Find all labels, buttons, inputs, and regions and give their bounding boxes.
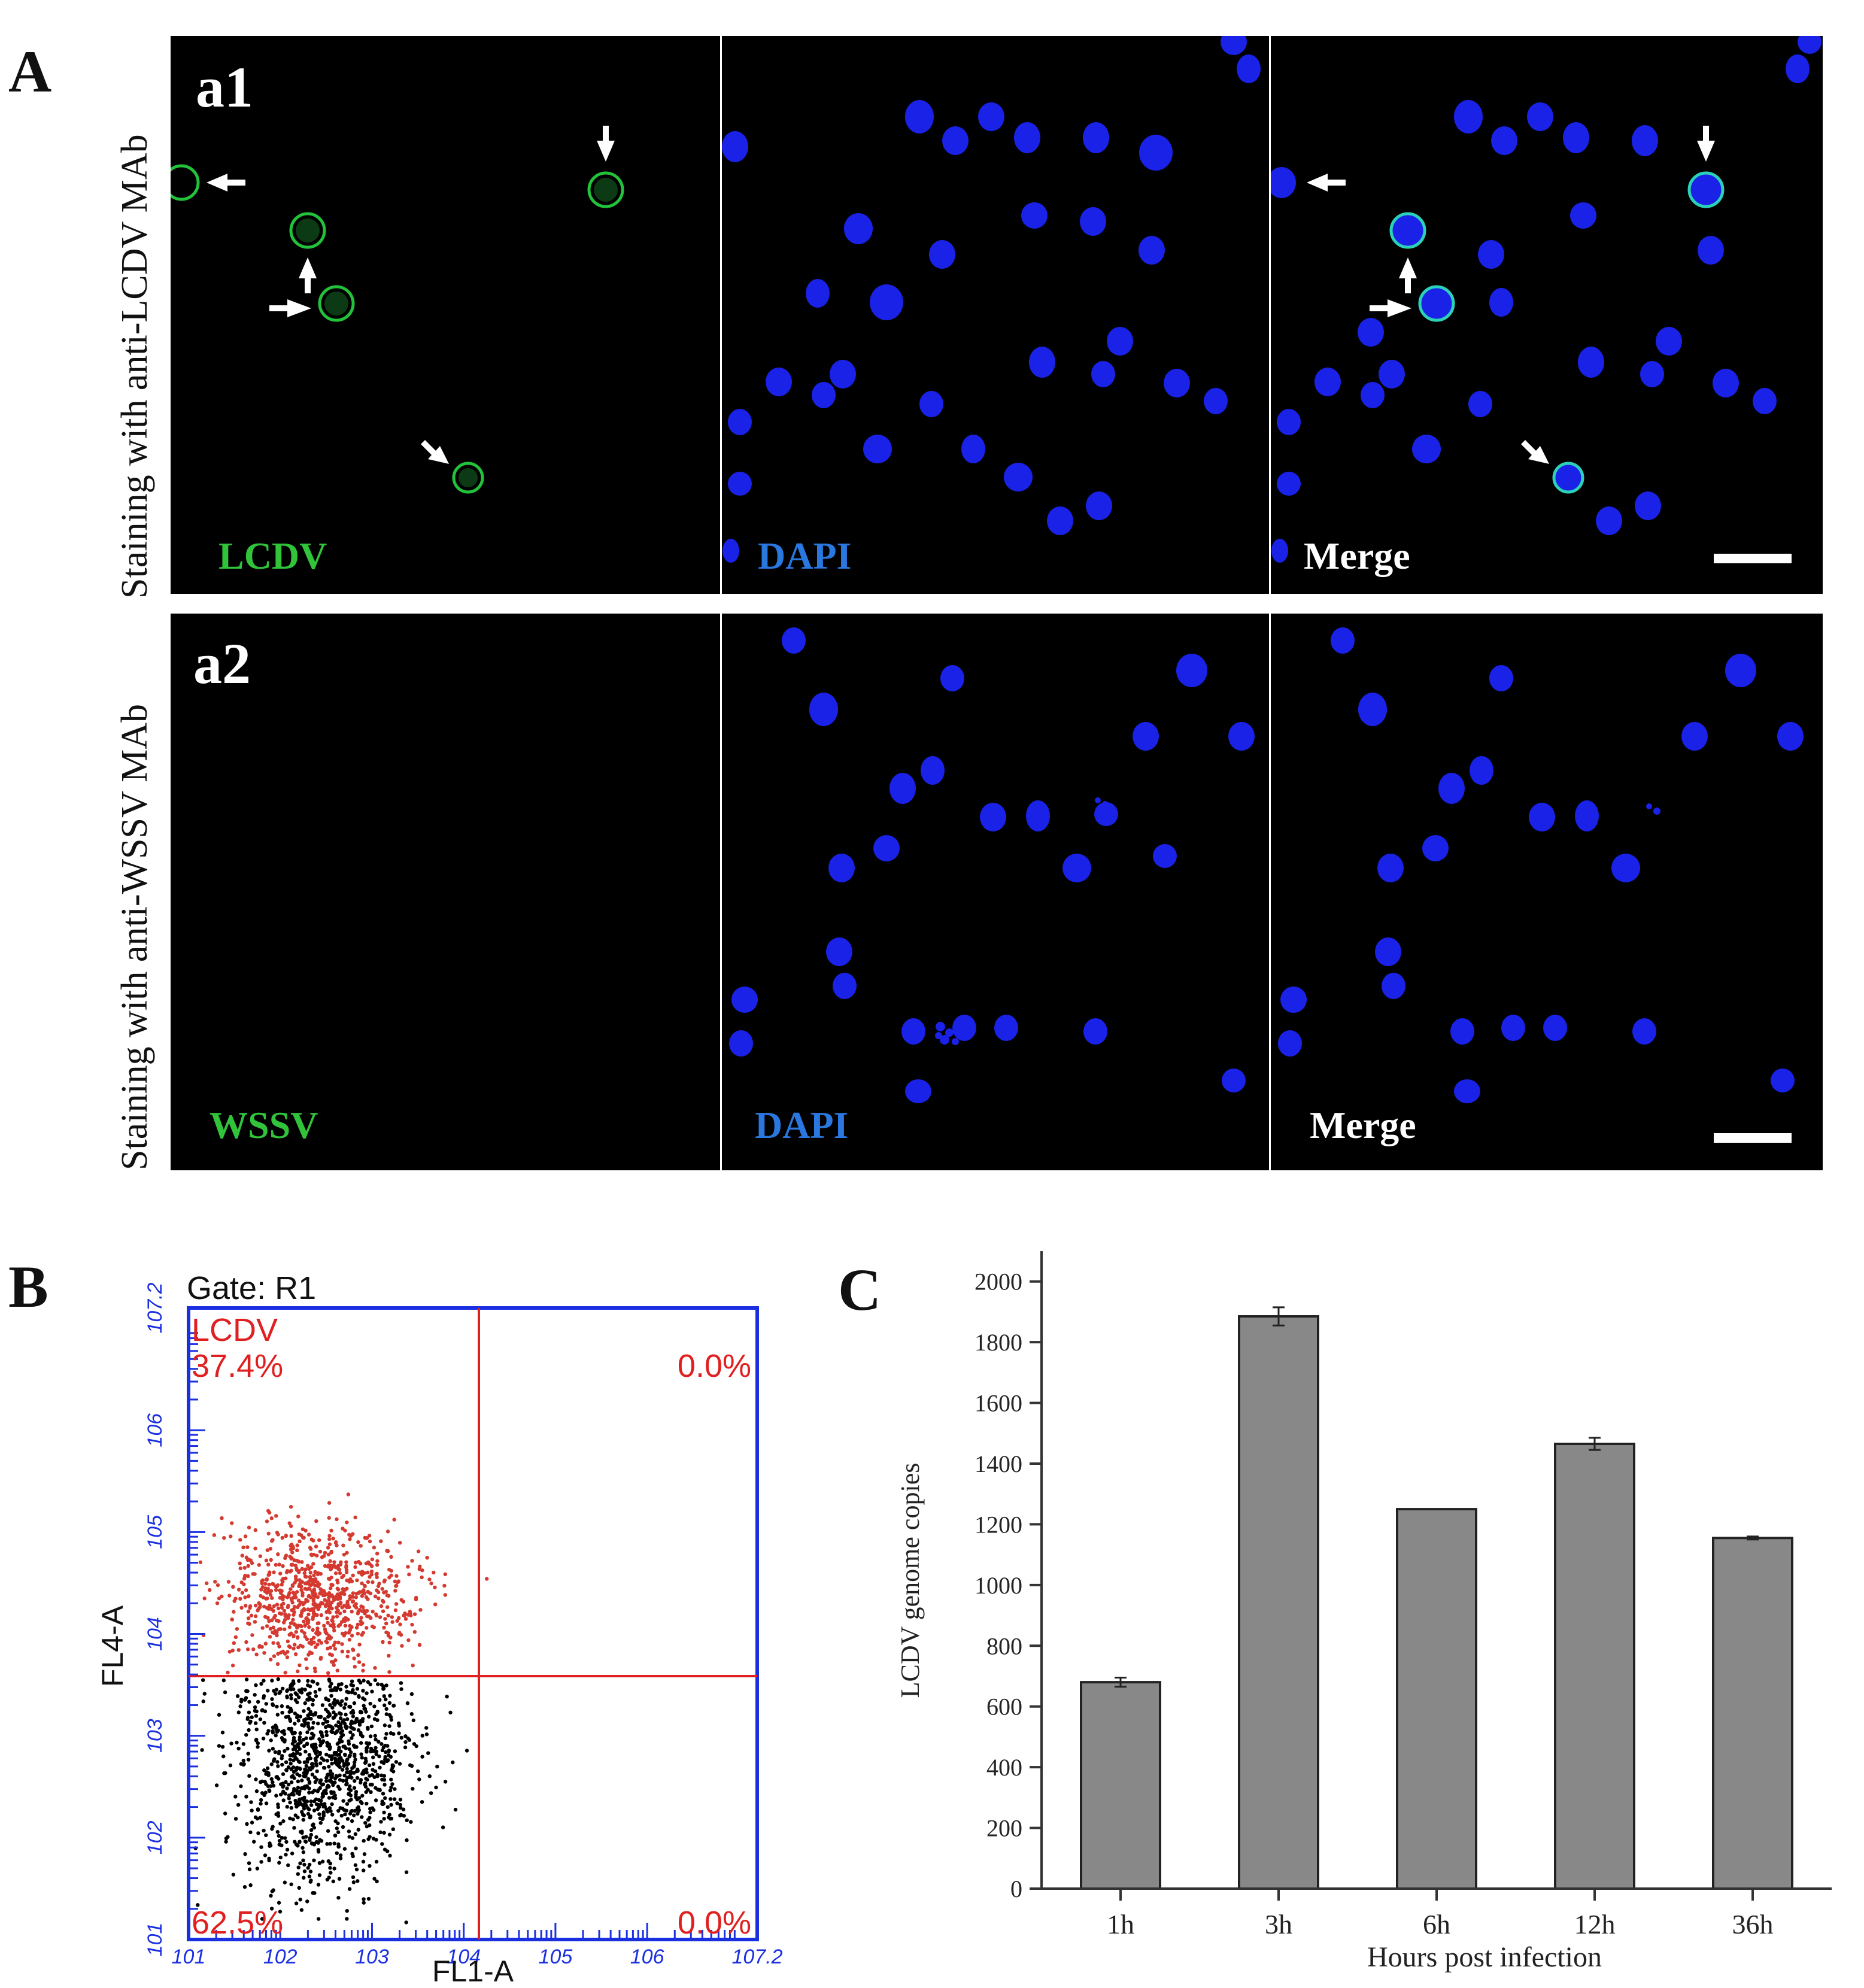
x-tick-label: 107.2 [731, 1945, 782, 1968]
bar-chart-svg: 0 200 400 600 800 1000 1200 1400 1600 1800 2000 1h… [895, 1251, 1832, 1973]
y-tick-label: 1800 [974, 1329, 1022, 1356]
y-tick-label: 400 [986, 1754, 1022, 1781]
bar [1712, 1537, 1793, 1890]
subpanel-id-a2: a2 [193, 632, 251, 696]
bar [1554, 1443, 1635, 1890]
y-tick-label: 105 [144, 1515, 166, 1549]
x-tick-label: 1h [1107, 1909, 1134, 1940]
micrograph-a1-merge: Merge [1271, 36, 1823, 594]
micrograph-a2-wssv: a2 WSSV [171, 614, 720, 1170]
quadrant-name-ul: LCDV [192, 1312, 278, 1348]
y-tick-label: 2000 [974, 1268, 1022, 1295]
y-tick-label: 104 [144, 1617, 166, 1651]
subpanel-id-a1: a1 [196, 55, 253, 119]
x-tick-label: 3h [1265, 1909, 1292, 1940]
fragmented-nucleus [935, 797, 1108, 1045]
panel-label-dapi: DAPI [758, 535, 852, 577]
merge-cells [1278, 627, 1804, 1103]
quadrant-value-ul: 37.4% [192, 1348, 283, 1384]
x-axis-title: Hours post infection [1367, 1941, 1602, 1973]
panel-label-merge: Merge [1304, 535, 1410, 577]
arrow-icon [207, 126, 615, 464]
y-axis-label: FL4-A [96, 1605, 129, 1687]
x-tick-label: 103 [355, 1945, 389, 1968]
y-tick-label: 600 [986, 1693, 1022, 1720]
quadrant-value-lr: 0.0% [678, 1905, 751, 1941]
bar-chart: 0 200 400 600 800 1000 1200 1400 1600 1800 2000 1h… [886, 1233, 1856, 1985]
arrow-icon [1307, 126, 1715, 464]
panel-label-lcdv: LCDV [218, 535, 327, 577]
micrograph-a2-dapi: DAPI [722, 614, 1269, 1170]
panel-b-letter: B [8, 1253, 48, 1320]
bar [1080, 1681, 1161, 1890]
y-tick-label: 1400 [974, 1450, 1022, 1477]
panel-c-letter: C [838, 1256, 882, 1323]
merge-cells [1271, 36, 1822, 563]
panel-a-letter: A [8, 38, 52, 105]
panel-label-dapi-2: DAPI [755, 1104, 849, 1146]
quadrant-value-ur: 0.0% [678, 1348, 751, 1384]
x-tick-label: 101 [172, 1945, 206, 1968]
row-label-a1: Staining with anti-LCDV MAb [114, 134, 155, 599]
bar [1396, 1508, 1477, 1890]
x-tick-label: 36h [1732, 1909, 1774, 1940]
y-tick-label: 106 [144, 1413, 166, 1447]
scale-bar [1714, 554, 1792, 563]
x-tick-label: 6h [1423, 1909, 1450, 1940]
scale-bar [1714, 1133, 1792, 1143]
micrograph-a2-merge: Merge [1271, 614, 1823, 1170]
y-tick-label: 102 [144, 1820, 166, 1855]
micrograph-a1-dapi: DAPI [722, 36, 1269, 594]
y-tick-label: 101 [144, 1923, 166, 1957]
row-label-a2: Staining with anti-WSSV MAb [114, 703, 155, 1170]
x-tick-label: 104 [447, 1945, 481, 1968]
x-axis-label: FL1-A [432, 1954, 514, 1981]
lcdv-green-cells [171, 126, 624, 494]
x-tick-label: 102 [263, 1945, 297, 1968]
y-tick-label: 1200 [974, 1511, 1022, 1538]
panel-label-merge-2: Merge [1310, 1104, 1416, 1146]
y-axis-title: LCDV genome copies [895, 1463, 925, 1698]
y-tick-label: 107.2 [144, 1282, 166, 1333]
micrograph-a1-lcdv: a1 LCDV [171, 36, 720, 594]
panel-label-wssv: WSSV [210, 1104, 318, 1146]
flow-cytometry-plot: 101 101 102 102 103 103 104 104 105 105 106 106 107.… [84, 1263, 802, 1988]
x-tick-label: 106 [630, 1945, 664, 1968]
dapi-nuclei [729, 627, 1255, 1103]
y-tick-label: 103 [144, 1719, 166, 1753]
scatter-plot: 101 101 102 102 103 103 104 104 105 105 106 106 107.… [96, 1270, 783, 1988]
gate-label: Gate: R1 [187, 1270, 316, 1306]
y-tick-label: 200 [986, 1815, 1022, 1842]
x-tick-label: 12h [1574, 1909, 1616, 1940]
y-tick-label: 0 [1010, 1875, 1022, 1902]
y-tick-label: 1000 [974, 1572, 1022, 1599]
y-tick-label: 1600 [974, 1390, 1022, 1417]
x-tick-label: 105 [539, 1945, 573, 1968]
bar [1238, 1315, 1319, 1890]
dapi-nuclei [722, 36, 1261, 563]
quadrant-value-ll: 62.5% [192, 1905, 283, 1941]
y-tick-label: 800 [986, 1632, 1022, 1659]
